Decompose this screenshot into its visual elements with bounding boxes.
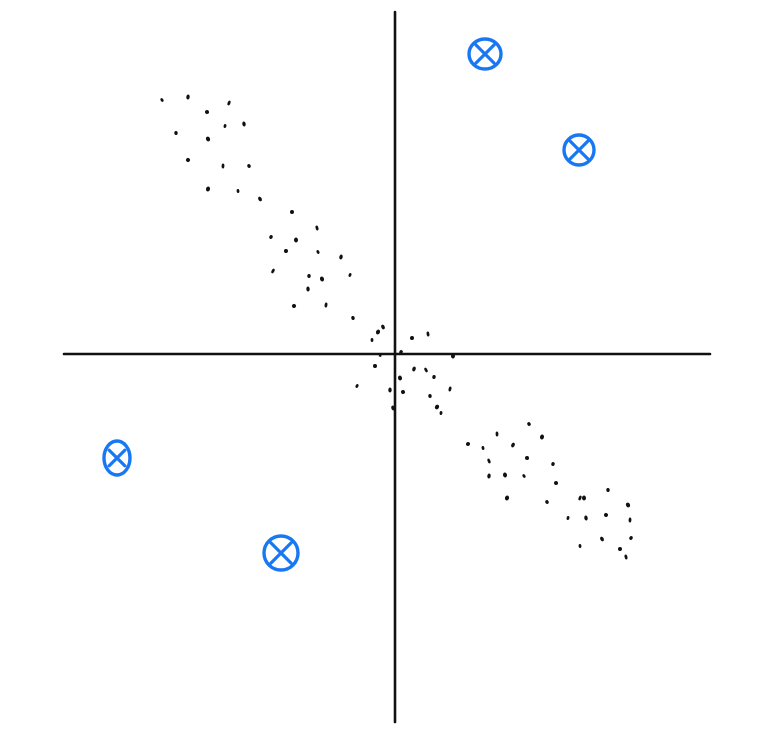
sketch-dot [511, 442, 515, 448]
sketch-dot [370, 338, 374, 342]
sketch-dot [315, 225, 319, 231]
sketch-dot [450, 353, 456, 359]
circled-x-icon [102, 439, 132, 477]
circled-x-icon [562, 133, 596, 167]
sketch-dot [504, 495, 510, 501]
dot-cluster [160, 94, 633, 560]
sketch-dot [223, 124, 227, 128]
sketch-dot [412, 366, 416, 372]
sketch-dot [247, 164, 251, 168]
sketch-dot [424, 367, 428, 373]
sketch-dot [397, 375, 403, 381]
sketch-dot [629, 536, 633, 540]
sketch-dot [375, 329, 381, 335]
sketch-dot [551, 462, 555, 466]
sketch-dot [426, 331, 430, 337]
sketch-dot [381, 324, 385, 330]
sketch-dot [578, 544, 582, 548]
sketch-dot [186, 94, 190, 100]
sketch-dot [566, 516, 570, 520]
sketch-dot [292, 304, 296, 308]
circled-x-icon [262, 534, 300, 572]
sketch-dot [487, 458, 491, 464]
sketch-dot [378, 353, 382, 357]
sketch-dot [481, 446, 485, 450]
sketch-dot [284, 249, 288, 253]
sketch-dot [290, 210, 294, 214]
sketch-dot [539, 434, 545, 440]
sketch-dot [439, 411, 443, 415]
sketch-dot [554, 481, 558, 485]
sketch-dot [205, 136, 211, 142]
sketch-dot [339, 254, 343, 260]
sketch-dot [355, 384, 359, 388]
sketch-dot [271, 268, 275, 274]
marker-group [102, 37, 596, 572]
sketch-dot [258, 196, 262, 202]
sketch-dot [625, 502, 631, 508]
sketch-dot [606, 488, 610, 492]
sketch-dot [487, 473, 491, 479]
sketch-dot [160, 98, 164, 102]
sketch-dot [373, 364, 377, 368]
sketch-dot [227, 100, 231, 106]
sketch-dot [578, 495, 582, 501]
sketch-dot [428, 394, 432, 398]
sketch-dot [618, 547, 622, 551]
sketch-dot [242, 121, 246, 127]
sketch-dot [448, 386, 452, 392]
sketch-dot [186, 158, 190, 162]
sketch-dot [391, 405, 395, 411]
sketch-dot [584, 515, 588, 521]
sketch-dot [307, 274, 311, 278]
sketch-dot [324, 302, 328, 308]
sketch-dot [221, 163, 225, 169]
sketch-dot [522, 474, 526, 478]
sketch-dot [581, 495, 587, 501]
sketch-dot [351, 316, 355, 320]
sketch-dot [388, 387, 392, 393]
sketch-dot [432, 375, 436, 379]
sketch-dot [293, 237, 299, 243]
sketch-dot [600, 536, 604, 542]
sketch-dot [174, 131, 178, 135]
sketch-dot [269, 235, 273, 239]
sketch-dot [399, 350, 403, 354]
sketch-dot [502, 472, 508, 478]
sketch-dot [628, 517, 632, 523]
sketch-dot [205, 186, 211, 192]
sketch-dot [401, 390, 405, 394]
sketch-dot [495, 431, 499, 437]
sketch-dot [525, 456, 529, 460]
sketch-dot [410, 336, 414, 340]
sketch-dot [319, 276, 325, 282]
sketch-dot [466, 442, 470, 446]
sketch-dot [527, 422, 531, 426]
sketch-dot [306, 286, 310, 292]
sketch-dot [545, 500, 549, 504]
sketch-dot [348, 273, 352, 277]
sketch-dot [434, 404, 440, 410]
circled-x-icon [467, 37, 503, 71]
sketch-dot [604, 513, 608, 517]
sketch-dot [236, 189, 240, 193]
sketch-dot [316, 250, 320, 254]
sketch-dot [624, 554, 628, 560]
sketch-dot [205, 110, 209, 114]
